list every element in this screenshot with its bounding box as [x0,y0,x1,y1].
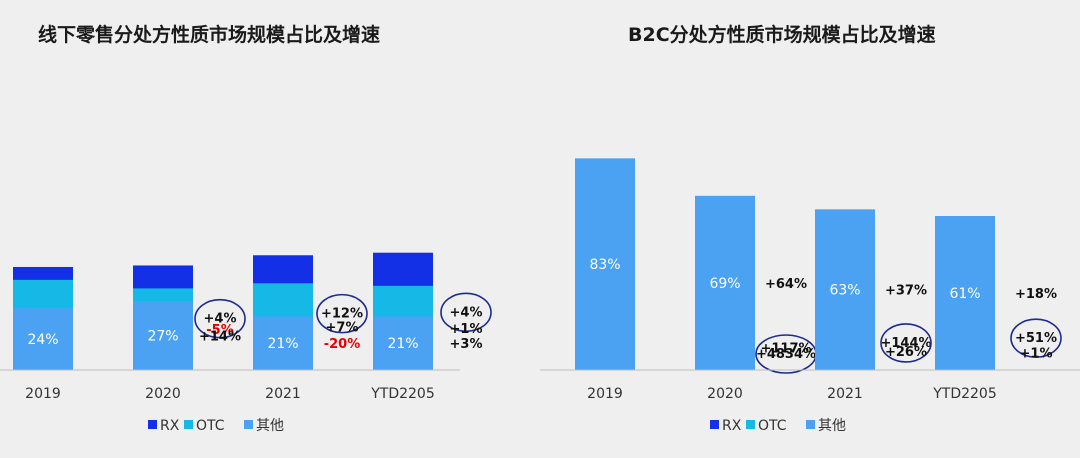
value-label-其他-YTD2205: 21% [387,336,418,352]
growth-circle-YTD2205 [440,292,492,333]
growth-circle-YTD2205 [1010,318,1062,358]
legend-swatch-OTC [184,420,193,429]
growth-label-其他-2020: +14% [199,330,241,345]
legend-label-其他: 其他 [818,418,846,434]
legend-label-RX: RX [160,418,180,434]
category-label-2019: 2019 [587,386,623,402]
growth-label-OTC-2021: +26% [885,345,927,360]
legend-label-RX: RX [722,418,742,434]
chart-title-offline: 线下零售分处方性质市场规模占比及增速 [38,24,381,46]
bar-segment-其他-2019 [13,308,73,370]
growth-label-其他-2021: +37% [885,284,927,299]
growth-label-其他-YTD2205: +3% [450,337,483,352]
growth-label-OTC-YTD2205: +1% [450,322,483,337]
bar-segment-其他-YTD2205 [373,316,433,370]
value-label-其他-2021: 21% [267,336,298,352]
legend-label-OTC: OTC [196,418,225,434]
legend-swatch-其他 [806,420,815,429]
growth-label-RX-2021: +144% [880,336,931,351]
category-label-YTD2205: YTD2205 [932,386,997,402]
growth-label-RX-2021: +12% [321,307,363,322]
value-label-其他-2020: 69% [709,276,740,292]
growth-circle-2021 [880,323,932,363]
growth-label-OTC-2020: +117% [760,341,811,356]
bar-segment-其他-2020 [695,195,755,370]
growth-label-RX-YTD2205: +4% [450,305,483,320]
legend-swatch-其他 [244,420,253,429]
growth-label-RX-YTD2205: +51% [1015,331,1057,346]
growth-circle-2020 [194,298,246,339]
bar-segment-其他-2021 [815,209,875,370]
legend-swatch-RX [148,420,157,429]
category-label-YTD2205: YTD2205 [370,386,435,402]
bar-segment-其他-2020 [133,301,193,370]
chart-title-b2c: B2C分处方性质市场规模占比及增速 [628,24,936,46]
growth-label-其他-YTD2205: +18% [1015,287,1057,302]
value-label-其他-2021: 63% [829,283,860,299]
growth-label-RX-2020: +4% [204,312,237,327]
category-label-2019: 2019 [25,386,61,402]
value-label-其他-YTD2205: 61% [949,286,980,302]
bar-segment-其他-2019 [575,158,635,370]
category-label-2021: 2021 [265,386,301,402]
legend-label-OTC: OTC [758,418,787,434]
legend-label-其他: 其他 [256,418,284,434]
value-label-其他-2019: 83% [589,257,620,273]
growth-label-OTC-YTD2205: +1% [1020,346,1053,361]
growth-label-OTC-2020: -5% [206,323,233,338]
category-label-2021: 2021 [827,386,863,402]
legend-swatch-OTC [746,420,755,429]
value-label-其他-2019: 24% [27,332,58,348]
value-label-其他-2020: 27% [147,329,178,345]
growth-label-RX-2020: +4834% [756,347,816,362]
legend-swatch-RX [710,420,719,429]
bar-segment-其他-YTD2205 [935,215,995,370]
category-label-2020: 2020 [707,386,743,402]
growth-circle-2021 [316,293,368,334]
category-label-2020: 2020 [145,386,181,402]
growth-label-其他-2020: +64% [765,277,807,292]
growth-label-其他-2021: -20% [324,337,361,352]
growth-label-OTC-2021: +7% [326,321,359,336]
bar-segment-其他-2021 [253,316,313,370]
